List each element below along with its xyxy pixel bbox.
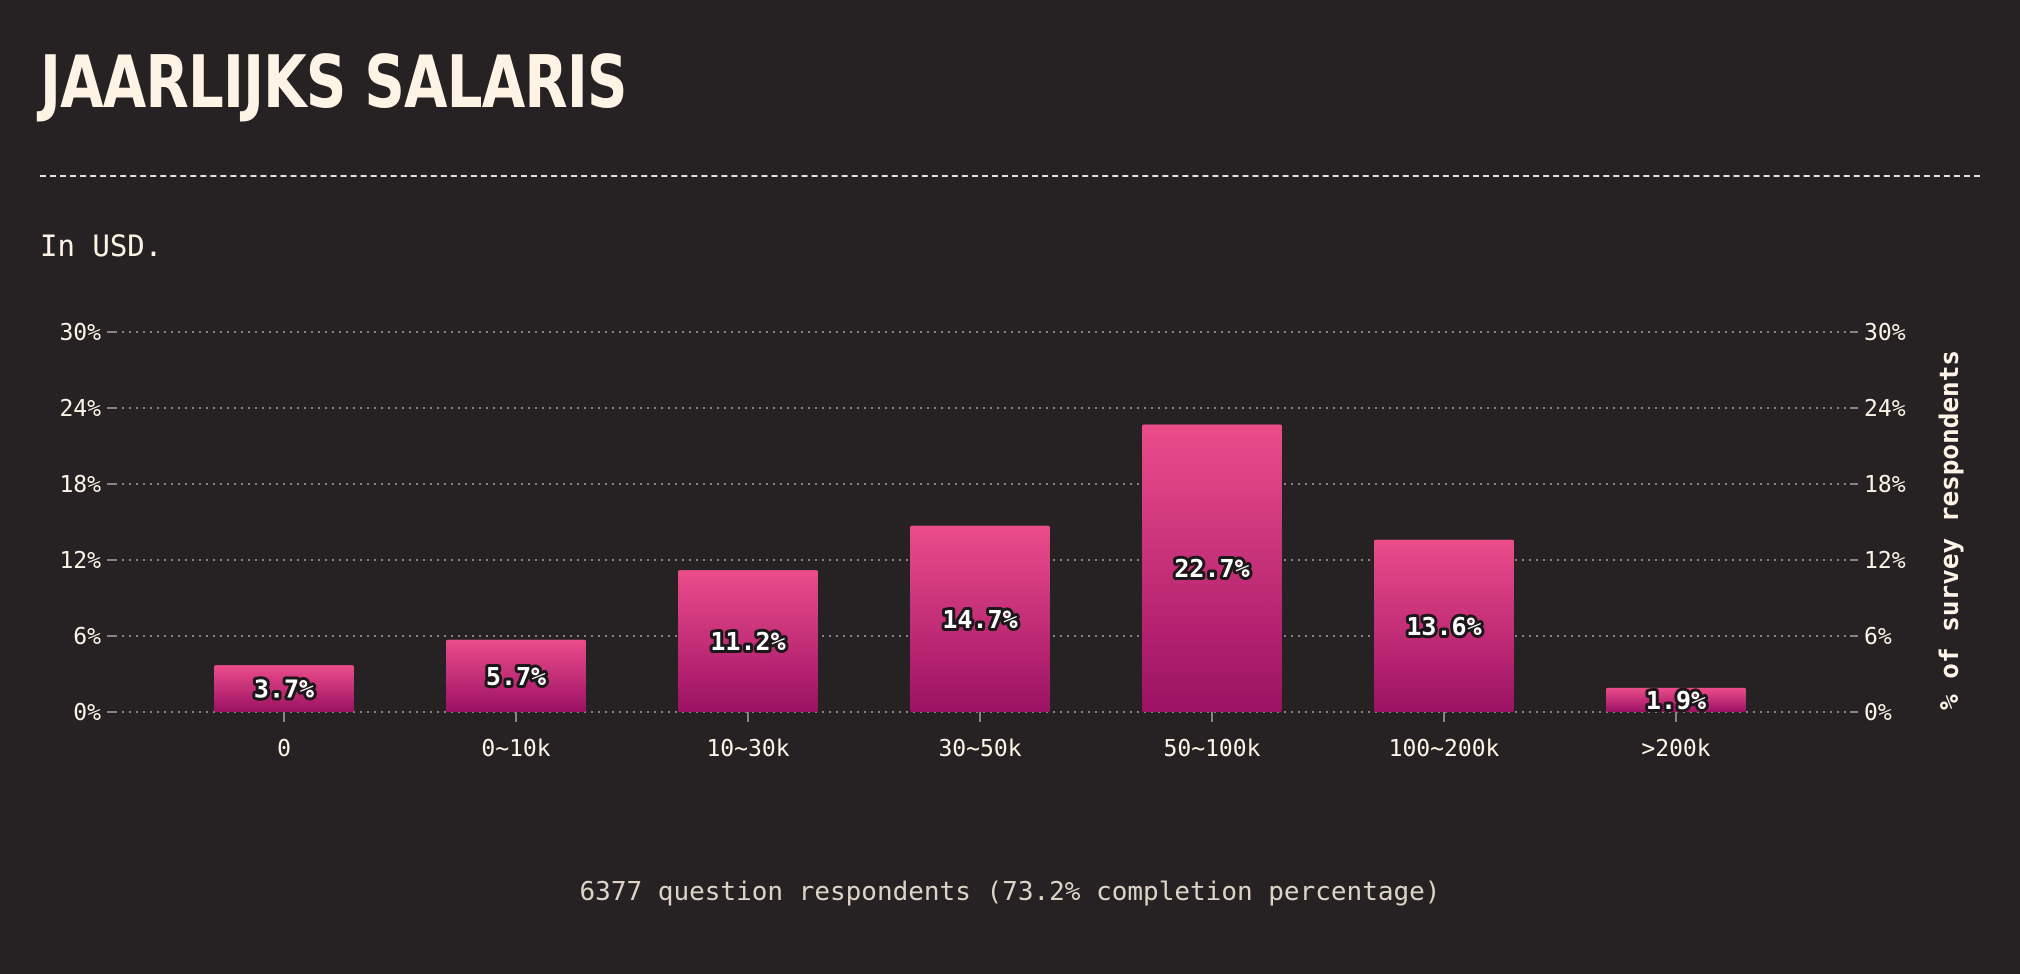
chart-title: JAARLIJKS SALARIS (40, 40, 627, 124)
y-tick-label-right: 12% (1864, 548, 1906, 574)
data-label: 13.6% (1406, 612, 1481, 641)
y-tick-label-right: 24% (1864, 396, 1906, 422)
bar (1606, 687, 1746, 712)
y-tick-label-left: 18% (59, 472, 101, 498)
bar (678, 570, 818, 712)
y-tick-label-left: 12% (59, 548, 101, 574)
data-label: 5.7% (486, 662, 546, 691)
x-tick-label: 0~10k (481, 736, 550, 762)
x-tick-label: 0 (277, 736, 291, 762)
data-label: 1.9% (1646, 686, 1706, 715)
data-label: 14.7% (942, 605, 1017, 634)
respondents-footnote: 6377 question respondents (73.2% complet… (579, 877, 1441, 907)
bar (1142, 424, 1282, 712)
data-labels: 3.7% 5.7% 11.2% 14.7% 22.7% 13.6% 1.9% (251, 551, 1709, 718)
data-label: 3.7% (254, 675, 314, 704)
y-tick-label-left: 30% (59, 320, 101, 346)
x-tick-label: 50~100k (1164, 736, 1261, 762)
x-tick-label: 100~200k (1389, 736, 1500, 762)
y-tick-label-left: 24% (59, 396, 101, 422)
bar (214, 665, 354, 712)
x-tick-label: 30~50k (938, 736, 1021, 762)
bar (910, 525, 1050, 712)
bar-chart: 3.7% 5.7% 11.2% 14.7% 22.7% 13.6% 1.9% 0% 0% 6% 6… (59, 320, 1965, 762)
x-tick-label: >200k (1641, 736, 1710, 762)
y-tick-label-right: 18% (1864, 472, 1906, 498)
y-tick-label-right: 6% (1864, 624, 1892, 650)
y-tick-label-right: 0% (1864, 700, 1892, 726)
y-tick-label-left: 0% (73, 700, 101, 726)
bar (446, 639, 586, 712)
axes: 0% 0% 6% 6% 12% 12% 18% 18% 24% 24% 30% 30% 0 0~10k 10… (59, 320, 1965, 762)
data-label: 11.2% (710, 627, 785, 656)
chart-subtitle: In USD. (40, 229, 163, 263)
y-tick-label-right: 30% (1864, 320, 1906, 346)
y-tick-label-left: 6% (73, 624, 101, 650)
title-divider (40, 175, 1980, 177)
bars (214, 424, 1746, 712)
data-label: 22.7% (1174, 554, 1249, 583)
x-tick-label: 10~30k (706, 736, 789, 762)
y-axis-title: % of survey respondents (1935, 350, 1965, 710)
bar (1374, 539, 1514, 712)
